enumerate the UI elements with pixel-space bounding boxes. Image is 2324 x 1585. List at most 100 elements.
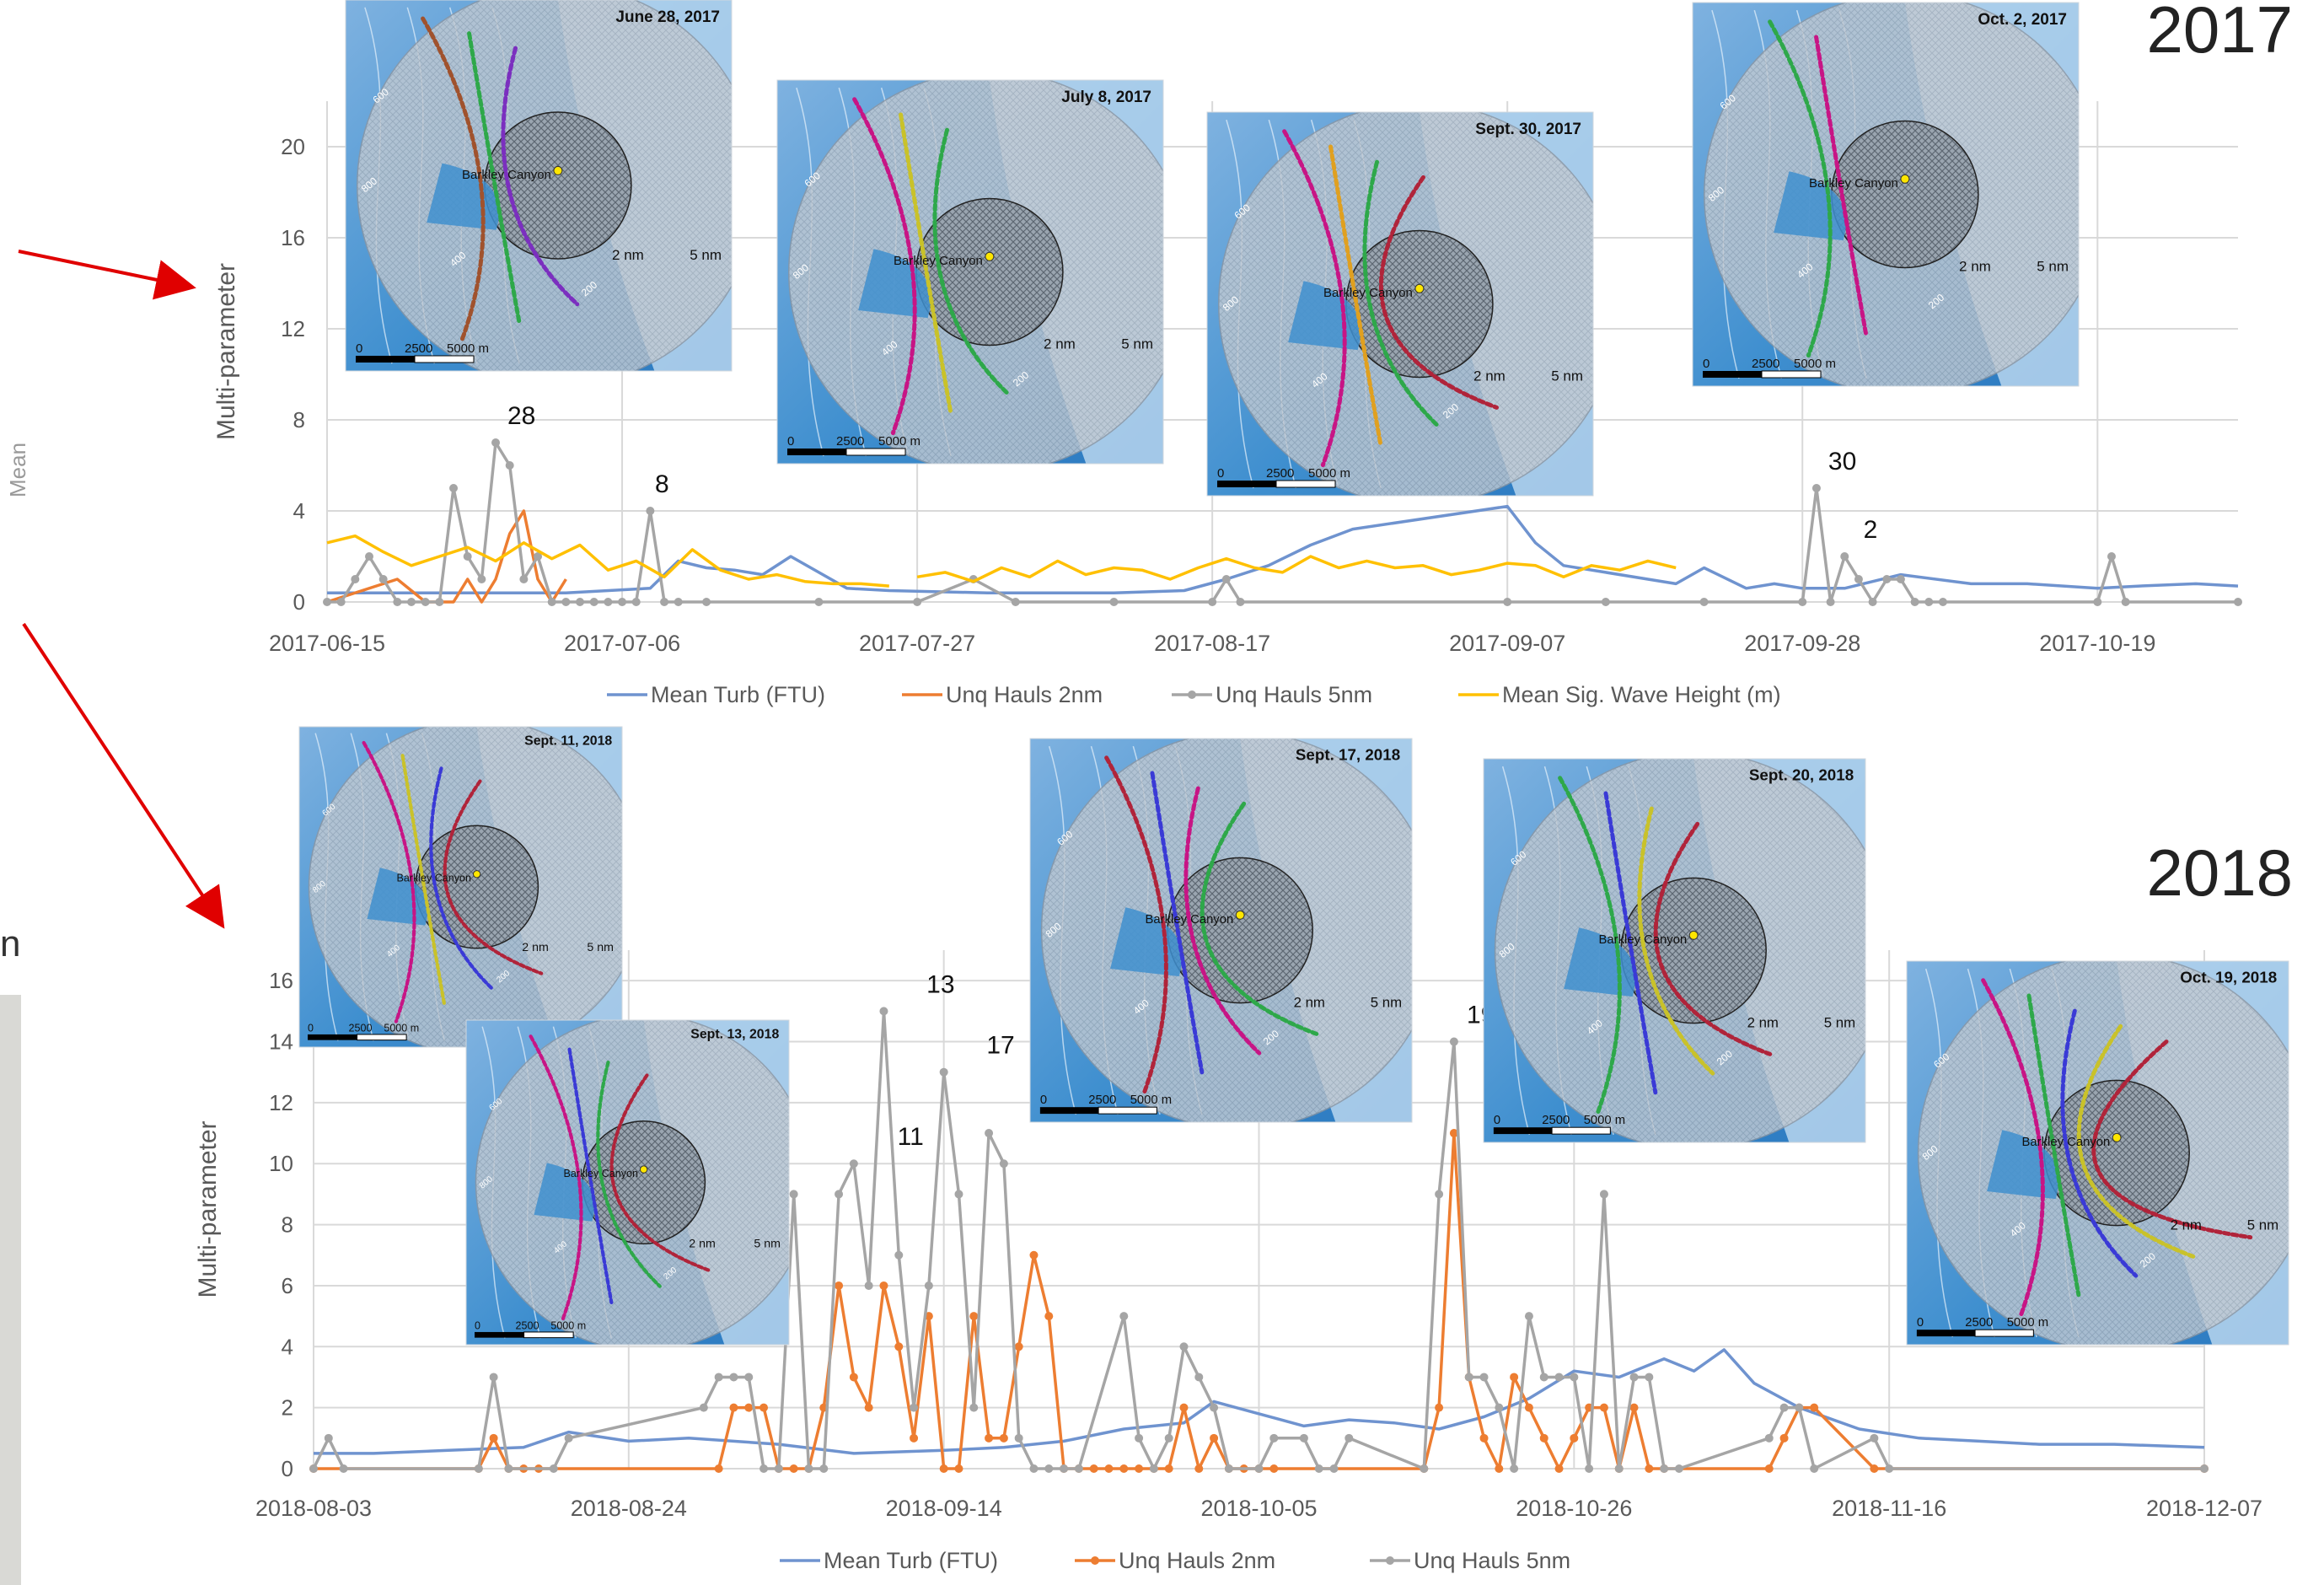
scale-bar-white [414,355,475,363]
data-point [894,1250,904,1260]
scale-bar-black [1217,481,1276,487]
ring-5nm-label: 5 nm [1121,336,1153,352]
scale-bar-black [787,449,846,455]
vessel-track [429,766,495,991]
data-point [407,598,416,606]
data-point [894,1342,904,1351]
y-tick-label: 8 [282,1212,293,1238]
data-point [1479,1433,1489,1443]
data-point [864,1281,873,1290]
vessel-track [2076,1024,2196,1259]
data-point [804,1464,813,1473]
x-tick-label: 2018-10-05 [1200,1496,1317,1521]
data-point [985,1433,994,1443]
site-marker [472,870,481,878]
data-point [1660,1464,1669,1473]
data-point [604,598,613,606]
ring-5nm-label: 5 nm [1824,1015,1855,1031]
legend-entry: Unq Hauls 2nm [946,682,1103,707]
site-marker [2112,1132,2122,1142]
data-point [1854,575,1863,583]
scale-label: 5000 m [1308,466,1350,481]
scale-bar-white [1974,1329,2034,1337]
data-point [323,598,331,606]
inset-date-title: Oct. 2, 2017 [1978,11,2067,29]
scale-label: 0 [1917,1316,1924,1330]
data-point [714,1464,723,1473]
scale-label: 2500 [1266,466,1294,481]
data-point [561,598,571,606]
data-point [789,1464,798,1473]
vessel-track [1558,776,1622,1115]
inset-date-title: June 28, 2017 [615,8,720,26]
site-label: Barkley Canyon [396,873,470,884]
data-point [564,1433,573,1443]
data-point [660,598,669,606]
chart-2018: 0 2 4 6 8 10 12 14 16 2018-08-03 2018-08-24 2018-09… [194,950,2262,1573]
y-tick-label: 2 [282,1395,293,1421]
arrow-top [18,250,196,300]
left-edge-rotated-text: Mean [5,442,30,497]
data-point [1464,1373,1473,1382]
data-point [1119,1464,1129,1473]
scale-bar-white [1761,370,1822,379]
data-point [1221,575,1231,583]
scale-bar-white [1275,480,1336,488]
data-point [1269,1464,1279,1473]
scale-bar-black [356,356,415,363]
data-point [2093,598,2102,606]
y-axis-label: Multi-parameter [212,263,240,440]
inset-border [1029,738,1413,1123]
data-point [1601,598,1610,606]
inset-border [465,1019,790,1346]
data-point [702,598,711,606]
annotation-label: 13 [926,970,954,998]
data-point [954,1190,963,1199]
data-point [1870,1464,1879,1473]
vessel-track [2060,1008,2139,1278]
data-point [1510,1464,1519,1473]
y-tick-label: 16 [269,968,293,993]
scale-label: 2500 [349,1023,373,1034]
data-point [729,1373,738,1382]
ring-5nm-label: 5 nm [587,941,614,954]
data-point [1779,1403,1789,1412]
site-marker [985,251,995,261]
data-point [1119,1312,1129,1321]
vessel-track [501,46,580,307]
data-point [1868,598,1877,606]
scale-label: 2500 [1752,357,1779,371]
y-axis-label: Multi-parameter [194,1120,222,1298]
vessel-track [1768,19,1833,358]
inset-border [776,79,1164,465]
legend-entry: Unq Hauls 5nm [1414,1548,1570,1573]
site-label: Barkley Canyon [1323,286,1413,300]
scale-bar-black [1703,371,1762,378]
data-point [576,598,585,606]
data-point [1011,598,1020,606]
x-tick-label: 2018-08-03 [255,1496,372,1521]
data-point [336,598,346,606]
data-point [547,598,556,606]
y-tick-label: 0 [293,589,305,615]
inset-date-title: Oct. 19, 2018 [2180,969,2277,986]
data-point [463,552,472,561]
annotation-label: 11 [898,1123,924,1151]
scale-label: 0 [1217,466,1224,481]
data-point [1179,1342,1189,1351]
annotation-label: 2 [1864,516,1878,544]
data-point [1135,1433,1144,1443]
ring-2nm-label: 2 nm [522,941,549,954]
data-point [1599,1190,1608,1199]
data-point [1224,1464,1233,1473]
vessel-track [1200,801,1319,1036]
data-point [435,598,444,606]
scale-label: 2500 [1965,1316,1993,1330]
data-point [759,1464,769,1473]
legend-marker [1386,1556,1394,1565]
vessel-track [362,740,416,1024]
data-point [1044,1312,1054,1321]
series-line [916,555,1677,583]
